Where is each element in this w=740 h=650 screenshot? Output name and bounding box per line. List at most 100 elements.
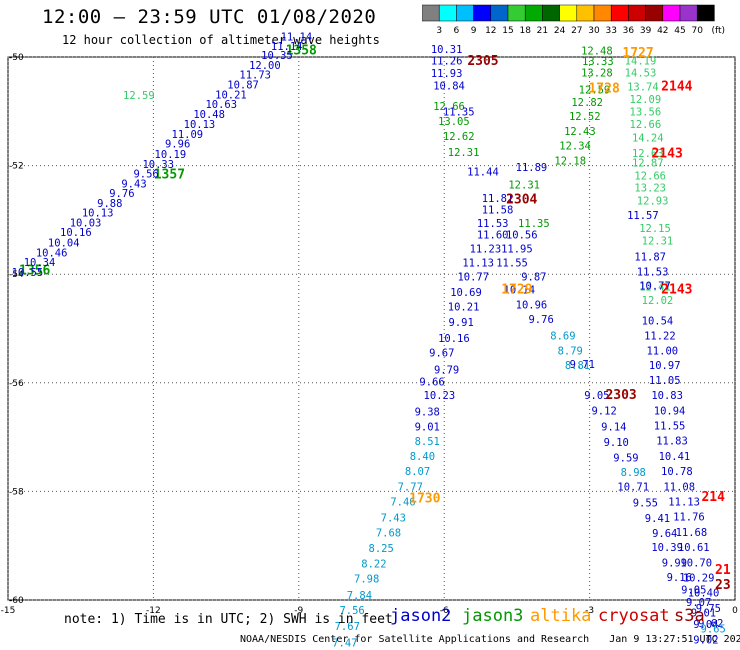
x-tick-label: -6 (440, 606, 449, 616)
wave-height-label: 9.56 (133, 169, 158, 181)
wave-height-label: 9.05 (681, 584, 706, 596)
wave-height-label: 9.64 (652, 528, 677, 540)
wave-height-label: 10.40 (688, 588, 720, 600)
wave-height-label: 8.22 (361, 558, 386, 570)
wave-height-label: 7.98 (354, 574, 379, 586)
wave-height-label: 9.62 (698, 618, 723, 630)
time-marker-label: 2304 (506, 193, 537, 208)
wave-height-label: 11.53 (637, 266, 669, 278)
footer-note: note: 1) Time is in UTC; 2) SWH is in fe… (64, 612, 393, 627)
wave-height-label: 8.07 (405, 466, 430, 478)
wave-height-label: 10.19 (155, 149, 187, 161)
wave-height-label: 10.35 (261, 50, 293, 62)
wave-height-label: 12.48 (581, 45, 613, 57)
wave-height-label: 11.60 (477, 229, 509, 241)
wave-height-label: 10.16 (60, 227, 92, 239)
wave-height-label: 10.33 (142, 159, 174, 171)
wave-height-label: 8.79 (558, 346, 583, 358)
wave-height-label: 11.13 (462, 258, 494, 270)
wave-height-label: 10.77 (457, 272, 489, 284)
wave-height-label: 12.66 (433, 101, 465, 113)
time-marker-label: 2143 (651, 146, 682, 161)
wave-height-label: 12.09 (630, 94, 662, 106)
wave-height-label: 11.14 (281, 32, 313, 44)
x-tick-label: 0 (732, 606, 738, 616)
wave-height-label: 11.23 (470, 243, 502, 255)
time-marker-label: 1729 (501, 283, 532, 298)
wave-height-label: 10.03 (70, 217, 102, 229)
wave-height-label: 11.89 (516, 162, 548, 174)
wave-height-label: 12.93 (637, 196, 669, 208)
wave-height-label: 9.02 (693, 634, 718, 646)
wave-height-label: 8.81 (565, 360, 590, 372)
wave-height-label: 12.02 (642, 295, 674, 307)
wave-height-label: 9.55 (633, 498, 658, 510)
wave-height-label: 12.82 (571, 97, 603, 109)
wave-height-label: 9.59 (613, 453, 638, 465)
wave-height-label: 11.08 (663, 481, 695, 493)
wave-height-label: 11.09 (172, 129, 204, 141)
time-marker-label: 2303 (605, 388, 636, 403)
wave-height-label: 7.67 (335, 621, 360, 633)
scale-label: 9 (471, 26, 477, 36)
wave-height-label: 12.62 (443, 131, 475, 143)
wave-height-label: 10.41 (659, 451, 691, 463)
wave-height-label: 11.35 (518, 218, 550, 230)
wave-height-label: 9.96 (165, 139, 190, 151)
time-marker-label: 1357 (154, 168, 185, 183)
color-scale-legend: 3 6 9 12 15 18 21 24 27 30 33 36 39 42 45 70 (ft) (422, 4, 725, 36)
wave-height-label: 7.46 (390, 497, 415, 509)
wave-height-label: 11.13 (668, 497, 700, 509)
wave-height-label: 14.53 (625, 68, 657, 80)
legend-jason2: jason2 (390, 606, 452, 626)
wave-height-label: 10.34 (24, 257, 56, 269)
time-marker-label: 2143 (661, 283, 692, 298)
scale-label: 6 (454, 26, 460, 36)
wave-height-label: 12.31 (508, 179, 540, 191)
wave-height-label: 10.83 (651, 390, 683, 402)
wave-height-label: 7.68 (376, 527, 401, 539)
wave-height-label: 9.76 (528, 314, 553, 326)
wave-height-label: 11.58 (482, 204, 514, 216)
scale-label: 45 (674, 26, 685, 36)
wave-height-label: 10.29 (683, 573, 715, 585)
legend-cryosat: cryosat (598, 606, 670, 626)
wave-height-label: 12.63 (632, 148, 664, 160)
wave-height-label: 11.76 (673, 512, 705, 524)
wave-height-label: 10.54 (642, 316, 674, 328)
wave-height-label: 8.25 (369, 543, 394, 555)
wave-height-label: 10.94 (654, 405, 686, 417)
wave-height-label: 10.56 (506, 229, 538, 241)
scale-label: 42 (657, 26, 668, 36)
wave-height-label: 11.83 (656, 436, 688, 448)
time-marker-label: 23 (715, 578, 731, 593)
wave-height-label: 12.31 (642, 235, 674, 247)
scale-label: 3 (436, 26, 442, 36)
wave-height-label: 10.23 (424, 390, 456, 402)
time-marker-label: 1727 (622, 46, 653, 61)
wave-height-label: 13.28 (581, 68, 613, 80)
wave-height-label: 9.88 (97, 198, 122, 210)
wave-height-label: 12.34 (559, 140, 591, 152)
wave-height-label: 13.33 (582, 56, 614, 68)
wave-height-label: 9.71 (570, 359, 595, 371)
wave-height-label: 10.78 (661, 466, 693, 478)
wave-height-label: 9.01 (415, 422, 440, 434)
wave-height-label: 10.14 (504, 285, 536, 297)
wave-height-label: 8.40 (410, 451, 435, 463)
wave-height-label: 7.56 (339, 605, 364, 617)
wave-height-label: 9.07 (686, 597, 711, 609)
wave-height-label: 10.96 (516, 299, 548, 311)
legend-s3a: s3a (674, 606, 705, 626)
wave-height-label: 11.81 (482, 193, 514, 205)
wave-height-label: 9.14 (601, 422, 626, 434)
wave-height-label: 9.43 (121, 178, 146, 190)
wave-height-label: 10.77 (639, 280, 671, 292)
wave-height-label: 7.84 (347, 590, 372, 602)
x-tick-label: -15 (1, 606, 16, 616)
wave-height-label: 10.63 (205, 99, 237, 111)
wave-height-label: 9.10 (604, 437, 629, 449)
wave-height-label: 10.16 (438, 333, 470, 345)
scale-label: 21 (537, 26, 548, 36)
